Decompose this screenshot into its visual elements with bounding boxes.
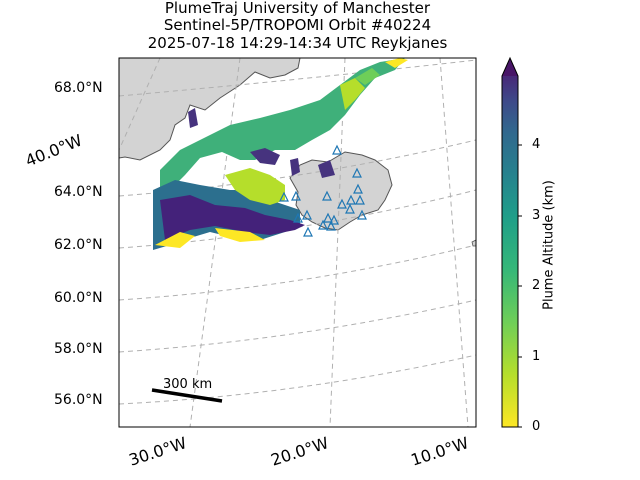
lat-label-58: 58.0°N <box>54 341 103 357</box>
iceland-land <box>289 151 393 231</box>
scale-bar-label: 300 km <box>163 377 213 392</box>
colorbar-label: Plume Altitude (km) <box>541 180 557 310</box>
title-line-1: PlumeTraj University of Manchester <box>164 0 431 17</box>
lat-label-60: 60.0°N <box>54 290 103 306</box>
colorbar <box>502 76 518 427</box>
colorbar-extend-arrow <box>502 58 518 76</box>
lat-label-64: 64.0°N <box>54 184 103 200</box>
colorbar-frame <box>501 56 519 428</box>
colorbar-tick-4: 4 <box>532 137 541 152</box>
lat-label-62: 62.0°N <box>54 237 103 253</box>
colorbar-tick-2: 2 <box>532 278 541 293</box>
volcano-markers <box>279 144 367 237</box>
colorbar-tick-marks <box>518 144 522 428</box>
lat-label-56: 56.0°N <box>54 392 103 408</box>
title-line-3: 2025-07-18 14:29-14:34 UTC Reykjanes <box>147 34 448 52</box>
map-frame <box>118 57 477 428</box>
longitude-gridlines <box>119 58 469 427</box>
colorbar-tick-1: 1 <box>532 349 541 364</box>
lat-label-68: 68.0°N <box>54 80 103 96</box>
scale-bar <box>151 388 223 403</box>
title-line-2: Sentinel-5P/TROPOMI Orbit #40224 <box>163 16 432 34</box>
colorbar-tick-3: 3 <box>532 208 541 223</box>
faroe-land <box>471 239 476 247</box>
plume-swath <box>153 58 408 250</box>
greenland-land <box>119 58 301 161</box>
colorbar-tick-0: 0 <box>532 419 541 434</box>
